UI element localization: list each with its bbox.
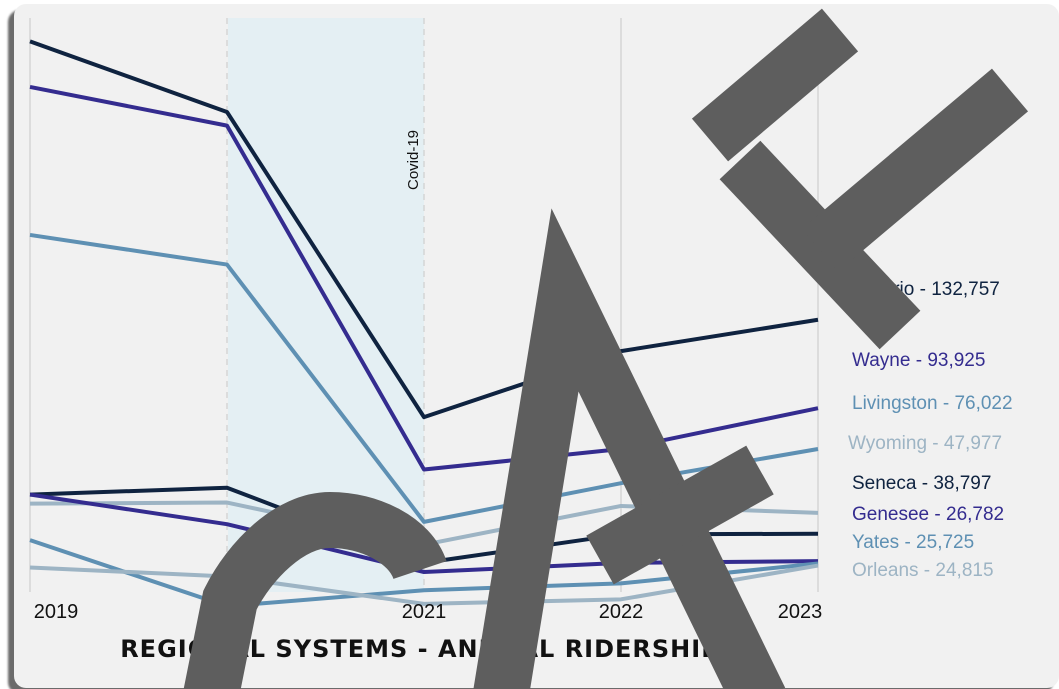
x-tick-2019: 2019 — [34, 601, 79, 623]
series-line-livingston — [29, 232, 819, 524]
x-tick-2023: 2023 — [778, 601, 823, 623]
series-line-wayne — [29, 84, 819, 472]
series-label-wayne: Wayne - 93,925 — [852, 350, 985, 371]
series-label-genesee: Genesee - 26,782 — [852, 504, 1004, 525]
series-label-yates: Yates - 25,725 — [852, 532, 974, 553]
series-line-ontario — [29, 39, 819, 420]
draft-watermark — [183, 8, 1029, 689]
series-label-orleans: Orleans - 24,815 — [852, 560, 994, 581]
x-tick-2022: 2022 — [599, 601, 644, 623]
series-label-wyoming: Wyoming - 47,977 — [848, 433, 1002, 454]
series-label-seneca: Seneca - 38,797 — [852, 473, 991, 494]
series-label-livingston: Livingston - 76,022 — [852, 393, 1013, 414]
gridlines — [29, 18, 819, 592]
covid-annotation-label: Covid-19 — [405, 130, 422, 190]
x-tick-2021: 2021 — [402, 601, 447, 623]
